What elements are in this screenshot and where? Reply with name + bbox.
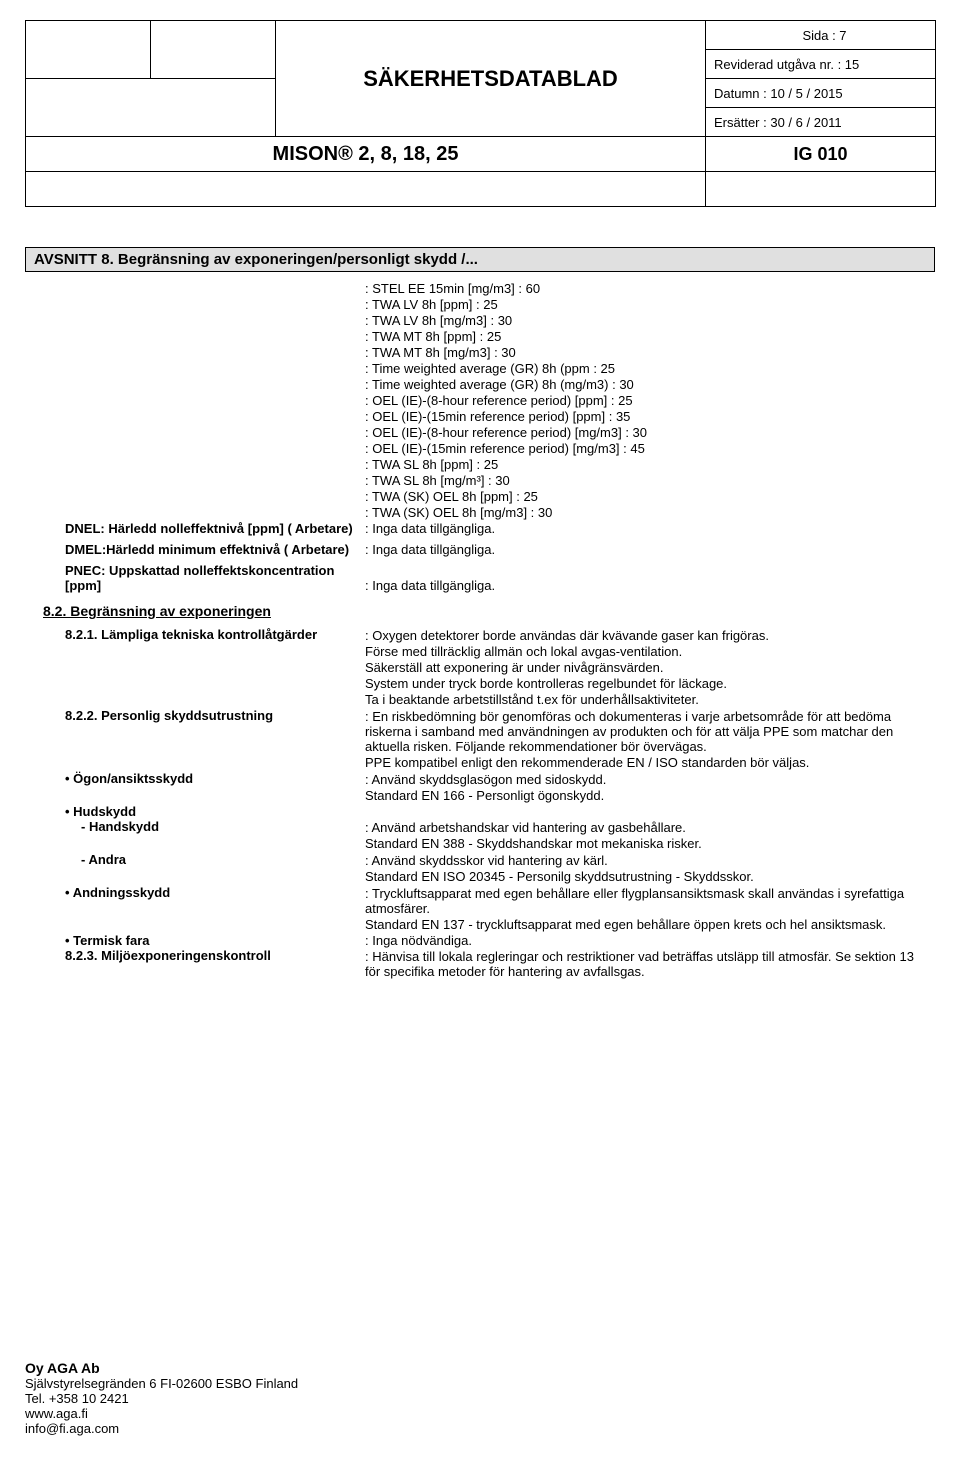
exposure-value: : Time weighted average (GR) 8h (mg/m3) …: [365, 377, 925, 392]
i823-line: : Hänvisa till lokala regleringar och re…: [365, 949, 925, 979]
footer-web: www.aga.fi: [25, 1406, 298, 1421]
i821-line: Förse med tillräcklig allmän och lokal a…: [365, 644, 925, 659]
exposure-value: : OEL (IE)-(8-hour reference period) [mg…: [365, 425, 925, 440]
thermal-label: Termisk fara: [65, 933, 355, 948]
i822-line: PPE kompatibel enligt den rekommenderade…: [365, 755, 925, 770]
exposure-values-list: : STEL EE 15min [mg/m3] : 60 : TWA LV 8h…: [365, 281, 925, 520]
meta-page: Sida : 7: [706, 21, 936, 50]
header-table: SÄKERHETSDATABLAD Sida : 7 Reviderad utg…: [25, 20, 936, 207]
exposure-value: : STEL EE 15min [mg/m3] : 60: [365, 281, 925, 296]
i823-lines: : Hänvisa till lokala regleringar och re…: [365, 949, 925, 979]
other-line: Standard EN ISO 20345 - Personilg skydds…: [365, 869, 925, 884]
hand-line: : Använd arbetshandskar vid hantering av…: [365, 820, 925, 835]
resp-line: Standard EN 137 - tryckluftsapparat med …: [365, 917, 925, 932]
exposure-value: : OEL (IE)-(15min reference period) [ppm…: [365, 409, 925, 424]
meta-date: Datumn : 10 / 5 / 2015: [706, 79, 936, 108]
eye-label: Ögon/ansiktsskydd: [65, 771, 355, 804]
eye-line: : Använd skyddsglasögon med sidoskydd.: [365, 772, 925, 787]
meta-replaces: Ersätter : 30 / 6 / 2011: [706, 108, 936, 137]
product-code: IG 010: [706, 137, 936, 172]
resp-label: Andningsskydd: [65, 885, 355, 933]
i823-label: 8.2.3. Miljöexponeringenskontroll: [65, 948, 355, 980]
resp-lines: : Tryckluftsapparat med egen behållare e…: [365, 886, 925, 932]
exposure-value: : TWA SL 8h [ppm] : 25: [365, 457, 925, 472]
subsection-8-2: 8.2. Begränsning av exponeringen: [25, 603, 935, 619]
section-8-bar: AVSNITT 8. Begränsning av exponeringen/p…: [25, 247, 935, 272]
resp-line: : Tryckluftsapparat med egen behållare e…: [365, 886, 925, 916]
footer-tel: Tel. +358 10 2421: [25, 1391, 298, 1406]
eye-line: Standard EN 166 - Personligt ögonskydd.: [365, 788, 925, 803]
dmel-label: DMEL:Härledd minimum effektnivå ( Arbeta…: [65, 536, 355, 557]
exposure-value: : OEL (IE)-(8-hour reference period) [pp…: [365, 393, 925, 408]
thermal-value: : Inga nödvändiga.: [365, 933, 925, 948]
footer: Oy AGA Ab Självstyrelsegränden 6 FI-0260…: [25, 1360, 298, 1436]
other-lines: : Använd skyddsskor vid hantering av kär…: [365, 853, 925, 884]
body-grid: : STEL EE 15min [mg/m3] : 60 : TWA LV 8h…: [25, 280, 935, 593]
i821-lines: : Oxygen detektorer borde användas där k…: [365, 628, 925, 707]
doc-title: SÄKERHETSDATABLAD: [276, 21, 706, 137]
meta-revision: Reviderad utgåva nr. : 15: [706, 50, 936, 79]
footer-company: Oy AGA Ab: [25, 1360, 298, 1376]
i821-label: 8.2.1. Lämpliga tekniska kontrollåtgärde…: [65, 627, 355, 708]
pnec-label: PNEC: Uppskattad nolleffektskoncentratio…: [65, 557, 355, 593]
footer-address: Självstyrelsegränden 6 FI-02600 ESBO Fin…: [25, 1376, 298, 1391]
exposure-value: : TWA (SK) OEL 8h [mg/m3] : 30: [365, 505, 925, 520]
dmel-value: : Inga data tillgängliga.: [365, 542, 925, 557]
i821-line: Säkerställ att exponering är under nivåg…: [365, 660, 925, 675]
i821-line: : Oxygen detektorer borde användas där k…: [365, 628, 925, 643]
dnel-value: : Inga data tillgängliga.: [365, 521, 925, 536]
exposure-value: : TWA LV 8h [ppm] : 25: [365, 297, 925, 312]
exposure-value: : TWA LV 8h [mg/m3] : 30: [365, 313, 925, 328]
dnel-label: DNEL: Härledd nolleffektnivå [ppm] ( Arb…: [65, 521, 355, 536]
exposure-value: : TWA MT 8h [mg/m3] : 30: [365, 345, 925, 360]
hand-line: Standard EN 388 - Skyddshandskar mot mek…: [365, 836, 925, 851]
exposure-value: : OEL (IE)-(15min reference period) [mg/…: [365, 441, 925, 456]
exposure-value: : TWA SL 8h [mg/m³] : 30: [365, 473, 925, 488]
hand-lines: : Använd arbetshandskar vid hantering av…: [365, 820, 925, 851]
pnec-value: : Inga data tillgängliga.: [365, 578, 925, 593]
skin-label: Hudskydd: [65, 804, 355, 819]
eye-lines: : Använd skyddsglasögon med sidoskydd. S…: [365, 772, 925, 803]
i822-lines: : En riskbedömning bör genomföras och do…: [365, 709, 925, 770]
exposure-value: : TWA (SK) OEL 8h [ppm] : 25: [365, 489, 925, 504]
other-line: : Använd skyddsskor vid hantering av kär…: [365, 853, 925, 868]
exposure-value: : TWA MT 8h [ppm] : 25: [365, 329, 925, 344]
page: SÄKERHETSDATABLAD Sida : 7 Reviderad utg…: [0, 0, 960, 1461]
i821-line: Ta i beaktande arbetstillstånd t.ex för …: [365, 692, 925, 707]
i822-line: : En riskbedömning bör genomföras och do…: [365, 709, 925, 754]
product-name: MISON® 2, 8, 18, 25: [26, 137, 706, 172]
i822-label: 8.2.2. Personlig skyddsutrustning: [65, 708, 355, 771]
hand-label: - Handskydd: [65, 819, 355, 852]
other-label: - Andra: [65, 852, 355, 885]
i821-line: System under tryck borde kontrolleras re…: [365, 676, 925, 691]
exposure-value: : Time weighted average (GR) 8h (ppm : 2…: [365, 361, 925, 376]
footer-email: info@fi.aga.com: [25, 1421, 298, 1436]
